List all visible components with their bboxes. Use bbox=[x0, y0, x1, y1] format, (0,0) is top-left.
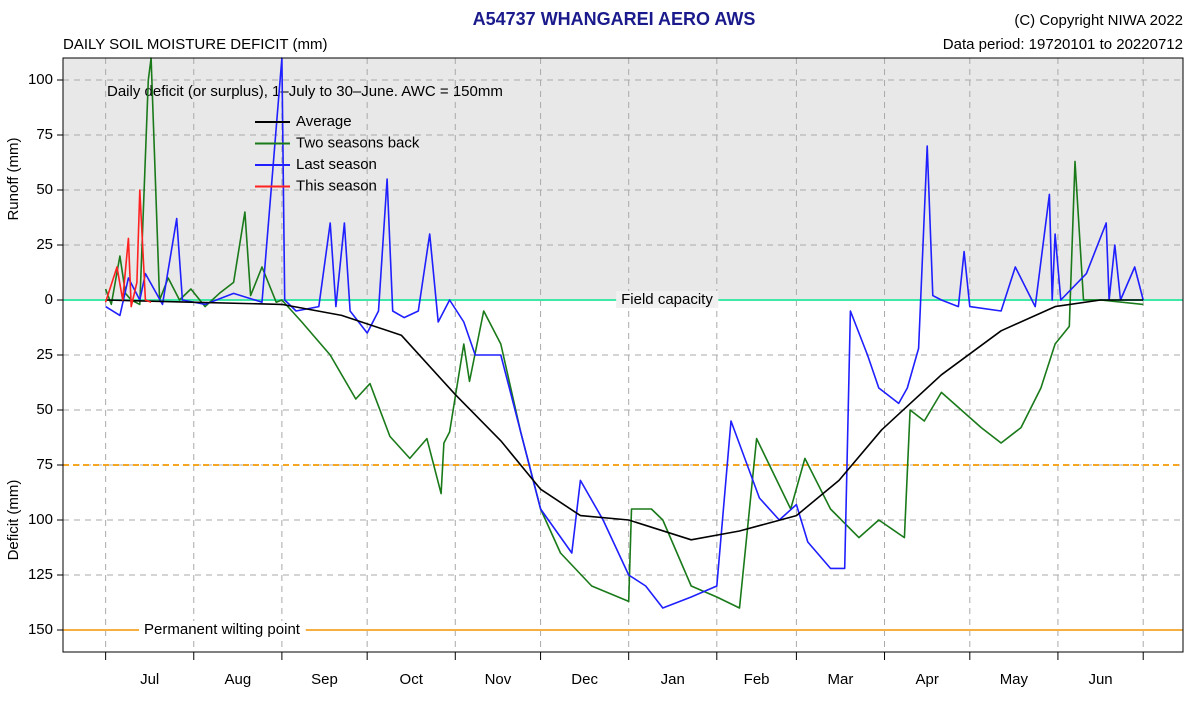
subtitle: DAILY SOIL MOISTURE DEFICIT (mm) bbox=[63, 36, 327, 53]
series-line bbox=[105, 299, 1144, 541]
legend-label: Average bbox=[296, 113, 352, 130]
y-tick-label: 50 bbox=[36, 401, 53, 418]
series-line bbox=[104, 57, 1144, 609]
x-tick-label: Jan bbox=[661, 671, 685, 688]
y-tick-label: 50 bbox=[36, 181, 53, 198]
x-tick-label: May bbox=[1000, 671, 1029, 688]
chart-title: A54737 WHANGAREI AERO AWS bbox=[473, 9, 756, 29]
y-tick-label: 150 bbox=[28, 621, 53, 638]
legend-label: This season bbox=[296, 177, 377, 194]
x-tick-label: Aug bbox=[224, 671, 251, 688]
y-tick-label: 75 bbox=[36, 126, 53, 143]
y-tick-label: 25 bbox=[36, 236, 53, 253]
reference-label: Field capacity bbox=[621, 291, 713, 308]
x-tick-label: Jul bbox=[140, 671, 159, 688]
y-tick-label: 75 bbox=[36, 456, 53, 473]
reference-label-bg bbox=[616, 290, 719, 308]
y-tick-label: 100 bbox=[28, 511, 53, 528]
y-tick-label: 25 bbox=[36, 346, 53, 363]
y-axis-label: Deficit (mm) bbox=[5, 480, 22, 561]
data-period: Data period: 19720101 to 20220712 bbox=[943, 36, 1183, 53]
x-tick-label: Sep bbox=[311, 671, 338, 688]
plot-frame bbox=[62, 57, 1184, 653]
annotation: Daily deficit (or surplus), 1–July to 30… bbox=[107, 83, 503, 100]
x-tick-label: Mar bbox=[828, 671, 854, 688]
x-tick-label: Jun bbox=[1088, 671, 1112, 688]
x-tick-label: Oct bbox=[400, 671, 424, 688]
series-line bbox=[104, 189, 152, 308]
y-tick-label: 100 bbox=[28, 71, 53, 88]
y-tick-label: 0 bbox=[45, 291, 53, 308]
reference-label: Permanent wilting point bbox=[144, 621, 301, 638]
legend-label: Last season bbox=[296, 156, 377, 173]
runoff-zone bbox=[63, 58, 1183, 300]
x-tick-label: Nov bbox=[485, 671, 512, 688]
x-tick-label: Feb bbox=[744, 671, 770, 688]
legend-label: Two seasons back bbox=[296, 134, 420, 151]
x-tick-label: Dec bbox=[571, 671, 598, 688]
x-tick-label: Apr bbox=[915, 671, 938, 688]
y-tick-label: 125 bbox=[28, 566, 53, 583]
y-axis-label: Runoff (mm) bbox=[5, 137, 22, 220]
reference-label-bg bbox=[139, 620, 306, 638]
copyright: (C) Copyright NIWA 2022 bbox=[1014, 12, 1183, 29]
series-line bbox=[105, 57, 1144, 609]
